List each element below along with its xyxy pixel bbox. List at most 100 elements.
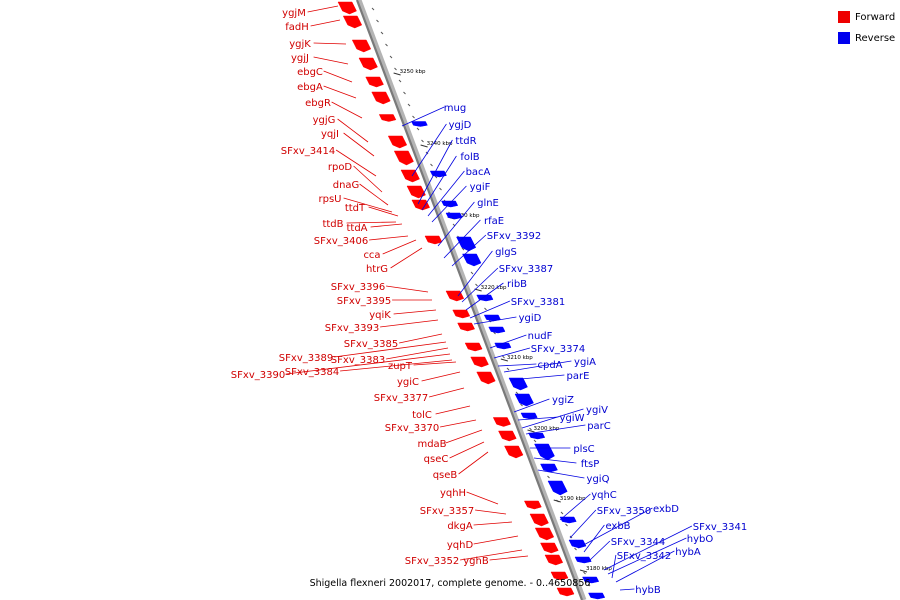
reverse-leader [509,374,565,381]
reverse-leader [469,300,511,319]
minor-tick [560,511,564,515]
forward-feature [411,199,430,211]
reverse-gene-label: ygiF [470,182,491,193]
reverse-gene-label: hybO [687,534,714,545]
minor-tick [533,439,537,443]
reverse-gene-label: yqhC [591,490,617,501]
forward-gene-label: yqhH [440,488,466,499]
forward-feature [529,513,549,527]
forward-gene-label: ebgC [297,67,323,78]
forward-feature [337,1,357,15]
forward-leader [286,353,451,375]
reverse-gene-label: glgS [495,247,517,258]
reverse-feature [534,443,555,461]
scale-tick-label: 3240 kbp [427,141,453,147]
reverse-gene-label: SFxv_3350 [597,506,651,517]
forward-gene-label: SFxv_3383 [331,355,385,366]
forward-leader [449,441,485,459]
minor-tick [430,163,433,167]
reverse-leader [417,139,453,205]
reverse-leader [559,493,591,521]
minor-tick [547,475,550,479]
reverse-leader [533,457,577,464]
forward-leader [386,347,449,360]
reverse-gene-label: glnE [477,198,499,209]
legend: Forward Reverse [838,9,895,51]
forward-feature [393,150,414,166]
forward-gene-label: SFxv_3370 [385,423,439,434]
forward-leader [323,85,357,99]
forward-leader [346,221,397,224]
reverse-feature [559,516,577,524]
forward-leader [421,371,461,382]
forward-leader [393,309,437,315]
forward-gene-label: SFxv_3377 [374,393,428,404]
reverse-gene-label: parE [567,371,590,382]
forward-gene-label: SFxv_3385 [344,339,398,350]
forward-feature [544,554,564,566]
forward-gene-label: SFxv_3390 [231,370,285,381]
forward-leader [473,535,519,545]
forward-leader [413,361,457,366]
scale-tick-label: 3190 kbp [560,496,586,502]
forward-leader [323,70,353,83]
forward-feature [365,76,384,88]
minor-tick [439,187,442,191]
minor-tick [412,115,415,119]
reverse-leader [473,316,517,325]
reverse-leader [517,416,559,421]
forward-gene-label: yqiK [369,310,391,321]
reverse-feature [540,463,558,473]
reverse-leader [569,509,597,539]
forward-leader [331,101,363,119]
reverse-feature [514,393,534,407]
forward-gene-label: htrG [366,264,388,275]
reverse-feature [520,412,538,420]
minor-tick [565,523,568,527]
reverse-leader [421,155,457,211]
reverse-leader [489,334,527,349]
forward-gene-label: dnaG [333,180,360,191]
reverse-gene-label: cpdA [537,360,562,371]
reverse-gene-label: ygiW [560,413,585,424]
minor-tick [502,355,505,359]
forward-gene-label: SFxv_3352 [405,556,459,567]
forward-gene-label: ygjM [282,8,306,19]
forward-leader [445,429,483,444]
forward-leader [368,206,399,217]
forward-gene-label: rpoD [328,162,353,173]
forward-leader [359,183,389,206]
backbone-line [355,0,584,600]
reverse-gene-label: SFxv_3374 [531,344,585,355]
reverse-gene-label: ygiA [574,357,596,368]
reverse-gene-label: folB [460,152,479,163]
reverse-feature [429,170,447,178]
forward-gene-label: ebgR [305,98,331,109]
forward-gene-label: yghB [463,556,489,567]
scale-tick-label: 3250 kbp [400,69,426,75]
reverse-feature [574,556,592,564]
reverse-gene-label: ygiQ [587,474,610,485]
reverse-leader [589,540,611,561]
forward-gene-label: yqjI [321,129,339,140]
minor-tick [515,391,519,395]
minor-tick [475,283,478,287]
forward-feature [470,356,489,368]
forward-feature [387,135,408,149]
forward-gene-label: mdaB [417,439,446,450]
forward-gene-label: SFxv_3393 [325,323,379,334]
forward-gene-label: ttdT [345,203,366,214]
legend-reverse-label: Reverse [855,32,896,44]
forward-gene-label: yqhD [447,540,474,551]
minor-tick [389,55,393,59]
reverse-feature [582,576,600,584]
reverse-swatch [838,32,850,44]
scale-tick-label: 3220 kbp [481,285,507,291]
reverse-feature [488,326,506,334]
reverse-leader [583,524,605,553]
minor-tick [470,271,474,275]
forward-leader [369,235,409,241]
major-tick [420,144,428,148]
reverse-gene-label: ribB [507,279,527,290]
forward-gene-label: qseC [424,454,449,465]
